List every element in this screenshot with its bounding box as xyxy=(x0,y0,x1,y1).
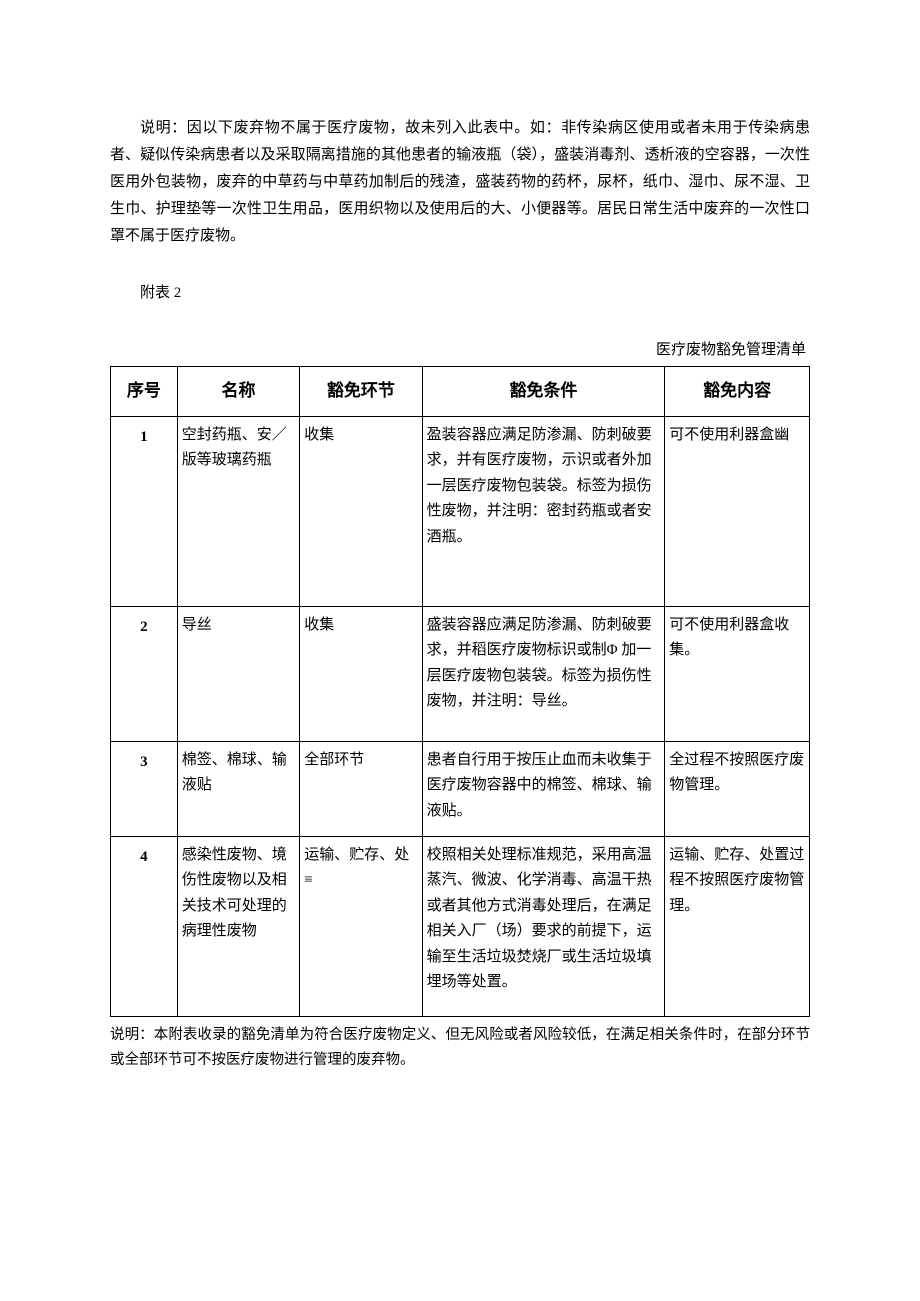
cell-name: 感染性废物、境伤性废物以及相关技术可处理的病理性废物 xyxy=(177,836,299,1016)
intro-paragraph: 说明：因以下废弃物不属于医疗废物，故未列入此表中。如：非传染病区使用或者未用于传… xyxy=(110,115,810,250)
cell-content: 可不使用利器盒幽 xyxy=(665,416,810,606)
exemption-table: 序号 名称 豁免环节 豁免条件 豁免内容 1 空封药瓶、安／版等玻璃药瓶 收集 … xyxy=(110,366,810,1017)
table-row: 1 空封药瓶、安／版等玻璃药瓶 收集 盈装容器应满足防渗漏、防刺破要求，并有医疗… xyxy=(111,416,810,606)
cell-stage: 运输、贮存、处≡ xyxy=(300,836,422,1016)
cell-seq: 1 xyxy=(111,416,178,606)
cell-stage: 全部环节 xyxy=(300,741,422,836)
cell-seq: 3 xyxy=(111,741,178,836)
cell-cond: 盛装容器应满足防渗漏、防刺破要求，并稻医疗废物标识或制Φ 加一层医疗废物包装袋。… xyxy=(422,606,665,741)
table-row: 2 导丝 收集 盛装容器应满足防渗漏、防刺破要求，并稻医疗废物标识或制Φ 加一层… xyxy=(111,606,810,741)
th-seq: 序号 xyxy=(111,367,178,417)
cell-content: 全过程不按照医疗废物管理。 xyxy=(665,741,810,836)
cell-cond: 校照相关处理标准规范，采用高温蒸汽、微波、化学消毒、高温干热或者其他方式消毒处理… xyxy=(422,836,665,1016)
cell-name: 空封药瓶、安／版等玻璃药瓶 xyxy=(177,416,299,606)
table-row: 4 感染性废物、境伤性废物以及相关技术可处理的病理性废物 运输、贮存、处≡ 校照… xyxy=(111,836,810,1016)
th-stage: 豁免环节 xyxy=(300,367,422,417)
appendix-label: 附表 2 xyxy=(110,280,810,307)
table-row: 3 棉签、棉球、输液贴 全部环节 患者自行用于按压止血而未收集于医疗废物容器中的… xyxy=(111,741,810,836)
cell-stage: 收集 xyxy=(300,606,422,741)
cell-seq: 2 xyxy=(111,606,178,741)
cell-cond: 患者自行用于按压止血而未收集于医疗废物容器中的棉签、棉球、输液贴。 xyxy=(422,741,665,836)
cell-name: 棉签、棉球、输液贴 xyxy=(177,741,299,836)
th-cond: 豁免条件 xyxy=(422,367,665,417)
th-content: 豁免内容 xyxy=(665,367,810,417)
table-header-row: 序号 名称 豁免环节 豁免条件 豁免内容 xyxy=(111,367,810,417)
cell-content: 运输、贮存、处置过程不按照医疗废物管理。 xyxy=(665,836,810,1016)
cell-seq: 4 xyxy=(111,836,178,1016)
cell-cond: 盈装容器应满足防渗漏、防刺破要求，并有医疗废物，示识或者外加一层医疗废物包装袋。… xyxy=(422,416,665,606)
th-name: 名称 xyxy=(177,367,299,417)
cell-stage: 收集 xyxy=(300,416,422,606)
cell-name: 导丝 xyxy=(177,606,299,741)
cell-content: 可不使用利器盒收集。 xyxy=(665,606,810,741)
table-title: 医疗废物豁免管理清单 xyxy=(110,337,810,364)
footer-note: 说明：本附表收录的豁免清单为符合医疗废物定义、但无风险或者风险较低，在满足相关条… xyxy=(110,1023,810,1072)
